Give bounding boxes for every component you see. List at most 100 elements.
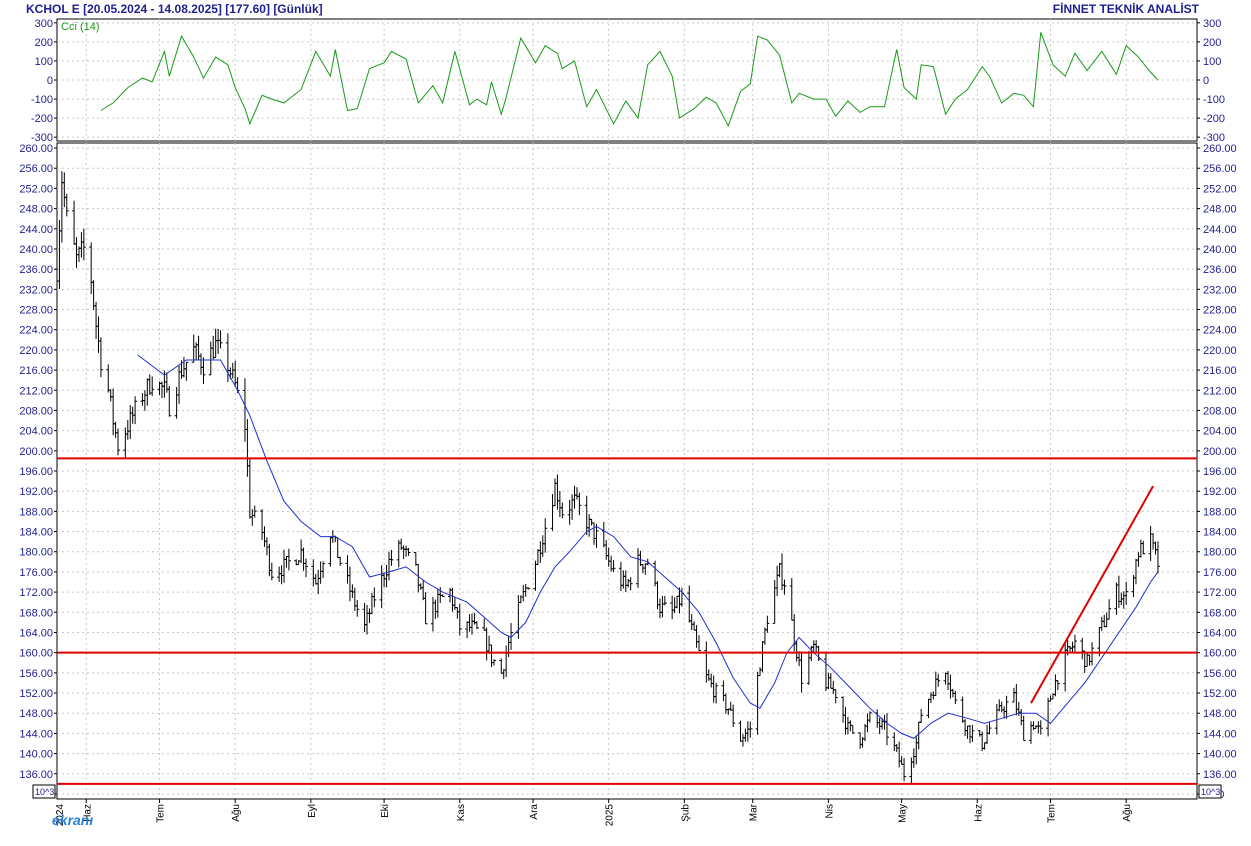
price-ytick-label-right: 176.00 bbox=[1203, 567, 1237, 579]
ohlc-bar bbox=[1004, 695, 1009, 719]
price-ytick-label-right: 248.00 bbox=[1203, 204, 1237, 216]
price-ytick-label-left: 136.00 bbox=[19, 769, 53, 781]
price-ytick-label-left: 236.00 bbox=[19, 264, 53, 276]
price-ytick-label-right: 164.00 bbox=[1203, 627, 1237, 639]
price-ytick-label-left: 188.00 bbox=[19, 506, 53, 518]
ohlc-bar bbox=[1021, 715, 1026, 741]
price-ytick-label-left: 240.00 bbox=[19, 244, 53, 256]
ohlc-bar bbox=[987, 722, 992, 735]
price-ytick-label-left: 232.00 bbox=[19, 284, 53, 296]
last-price-label: [177.60] bbox=[225, 2, 270, 16]
cci-ytick-label-left: -200 bbox=[31, 113, 53, 125]
cci-ytick-label-right: 300 bbox=[1203, 18, 1221, 30]
ohlc-bars bbox=[55, 171, 1160, 785]
price-ytick-label-left: 164.00 bbox=[19, 627, 53, 639]
period-label: [Günlük] bbox=[273, 2, 323, 16]
ohlc-bar bbox=[731, 704, 736, 727]
ohlc-bar bbox=[1155, 541, 1160, 574]
ohlc-bar bbox=[355, 600, 360, 617]
scale-badge: 10^3 bbox=[1198, 784, 1222, 799]
ohlc-bar bbox=[64, 193, 69, 217]
price-ytick-label-left: 256.00 bbox=[19, 163, 53, 175]
ohlc-bar bbox=[303, 558, 308, 578]
cci-ytick-label-left: 0 bbox=[47, 75, 53, 87]
scale-badge-box bbox=[1198, 784, 1222, 799]
cci-panel: 300 300 200 200 100 100 0 0 -100 -100 -200 -200 -300… bbox=[31, 18, 1225, 144]
cci-ytick-label-left: 300 bbox=[35, 18, 53, 30]
moving-average-line bbox=[137, 354, 1159, 739]
x-month-label: Kas bbox=[456, 804, 467, 821]
x-month-label: Mar bbox=[749, 803, 760, 821]
x-month-label: Tem bbox=[156, 804, 167, 823]
ohlc-bar bbox=[833, 689, 838, 704]
cci-ytick-label-right: 200 bbox=[1203, 37, 1221, 49]
price-ytick-label-left: 196.00 bbox=[19, 466, 53, 478]
brand-label: FİNNET TEKNİK ANALİST bbox=[1052, 2, 1199, 16]
price-ytick-label-left: 192.00 bbox=[19, 486, 53, 498]
cci-ytick-label-right: 100 bbox=[1203, 56, 1221, 68]
ohlc-bar bbox=[867, 711, 872, 723]
price-ytick-label-right: 144.00 bbox=[1203, 728, 1237, 740]
ohlc-bar bbox=[252, 505, 257, 518]
x-axis: 2024 Haz Tem Ağu Eyl Eki Kas Ara 2025 Şub Mar Nis Ma… bbox=[55, 798, 1197, 827]
ohlc-bar bbox=[440, 594, 445, 597]
ohlc-bar bbox=[491, 659, 496, 666]
cci-ytick-label-right: -100 bbox=[1203, 94, 1225, 106]
ohlc-bar bbox=[389, 549, 394, 566]
price-ytick-label-right: 224.00 bbox=[1203, 325, 1237, 337]
price-ytick-label-left: 180.00 bbox=[19, 547, 53, 559]
x-year-label: 2024 bbox=[55, 804, 66, 827]
price-ytick-label-right: 180.00 bbox=[1203, 547, 1237, 559]
scale-badge-text: 10^3 bbox=[35, 787, 54, 797]
ohlc-bar bbox=[902, 758, 907, 782]
ohlc-bar bbox=[919, 708, 924, 724]
ohlc-bar bbox=[133, 396, 138, 425]
ohlc-bar bbox=[628, 577, 633, 591]
price-ytick-label-left: 148.00 bbox=[19, 708, 53, 720]
ohlc-bar bbox=[765, 615, 770, 633]
price-ytick-label-right: 148.00 bbox=[1203, 708, 1237, 720]
price-ytick-label-left: 160.00 bbox=[19, 648, 53, 660]
price-ytick-label-left: 144.00 bbox=[19, 728, 53, 740]
ohlc-bar bbox=[953, 690, 958, 705]
price-panel: 260.00 260.00 256.00 256.00 252.00 252.00 248.… bbox=[19, 142, 1237, 801]
price-ytick-label-left: 228.00 bbox=[19, 305, 53, 317]
price-ytick-label-left: 220.00 bbox=[19, 345, 53, 357]
ohlc-bar bbox=[1055, 680, 1060, 691]
ohlc-bar bbox=[1038, 720, 1043, 735]
ohlc-bar bbox=[372, 587, 377, 608]
ohlc-bar bbox=[714, 682, 719, 704]
price-ytick-label-right: 256.00 bbox=[1203, 163, 1237, 175]
ohlc-bar bbox=[457, 603, 462, 636]
ohlc-bar bbox=[1072, 634, 1077, 652]
price-ytick-label-right: 200.00 bbox=[1203, 446, 1237, 458]
x-month-label: Eyl bbox=[307, 804, 318, 818]
ohlc-bar bbox=[423, 592, 428, 625]
price-ytick-label-left: 252.00 bbox=[19, 183, 53, 195]
brand-logo: ekranı bbox=[52, 812, 94, 828]
price-ytick-label-right: 236.00 bbox=[1203, 264, 1237, 276]
ohlc-bar bbox=[218, 330, 223, 349]
price-ytick-label-right: 152.00 bbox=[1203, 688, 1237, 700]
x-month-label: Şub bbox=[680, 804, 691, 822]
ohlc-bar bbox=[98, 337, 103, 378]
ohlc-bar bbox=[269, 562, 274, 581]
ohlc-bar bbox=[799, 651, 804, 693]
ohlc-bar bbox=[150, 376, 155, 396]
x-month-label: May bbox=[898, 804, 909, 823]
price-ytick-label-left: 172.00 bbox=[19, 587, 53, 599]
x-month-label: Tem bbox=[1047, 804, 1058, 823]
x-month-label: Ağu bbox=[1122, 804, 1133, 822]
price-ytick-label-left: 140.00 bbox=[19, 749, 53, 761]
price-ytick-label-right: 244.00 bbox=[1203, 224, 1237, 236]
price-ytick-label-right: 228.00 bbox=[1203, 305, 1237, 317]
ohlc-bar bbox=[509, 623, 514, 651]
ohlc-bar bbox=[116, 428, 121, 456]
price-ytick-label-right: 232.00 bbox=[1203, 284, 1237, 296]
ohlc-bar bbox=[560, 502, 565, 519]
x-month-label: Nis bbox=[824, 804, 835, 818]
price-ytick-label-left: 216.00 bbox=[19, 365, 53, 377]
ohlc-bar bbox=[662, 596, 667, 606]
